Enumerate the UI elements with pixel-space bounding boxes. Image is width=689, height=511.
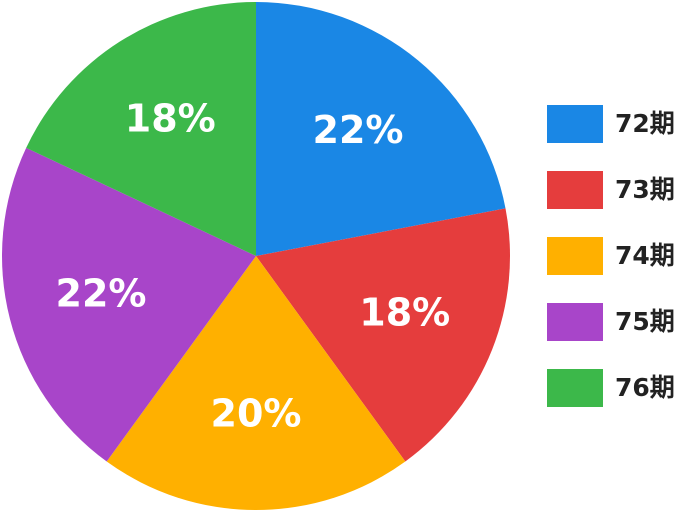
pie-slice (256, 208, 511, 462)
legend-swatch (547, 105, 603, 143)
legend-swatch (547, 369, 603, 407)
pie-slice (256, 2, 506, 256)
legend-swatch (547, 237, 603, 275)
pie-slice (2, 147, 257, 462)
data-label: 20% (211, 392, 302, 436)
legend-label: 72期 (615, 109, 675, 138)
legend-label: 74期 (615, 241, 675, 270)
data-label: 22% (56, 271, 147, 315)
pie-slice (106, 256, 406, 510)
legend-label: 73期 (615, 175, 675, 204)
data-label: 18% (125, 96, 216, 140)
data-label: 18% (359, 290, 450, 334)
pie-slice (26, 2, 256, 256)
legend-label: 75期 (615, 307, 675, 336)
legend-label: 76期 (615, 373, 675, 402)
legend-swatch (547, 171, 603, 209)
legend-swatch (547, 303, 603, 341)
data-label: 22% (313, 108, 404, 152)
